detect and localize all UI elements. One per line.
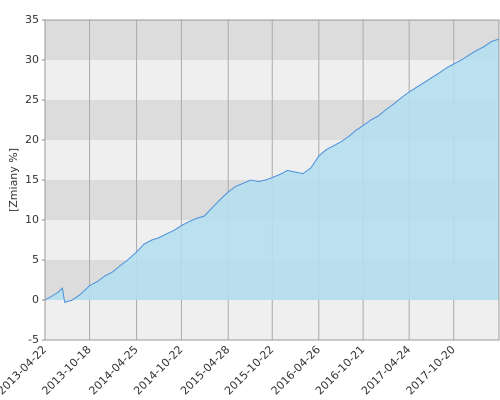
plot-border	[44, 19, 500, 341]
y-tick-label: 25	[25, 93, 39, 106]
area-fill	[45, 39, 499, 303]
y-tick-label: 35	[25, 13, 39, 26]
y-tick-label: 5	[32, 253, 39, 266]
y-tick-label: 10	[25, 213, 39, 226]
y-tick-label: 30	[25, 53, 39, 66]
y-tick-label: -5	[28, 333, 39, 346]
area-line	[44, 38, 499, 304]
y-axis-label: [Zmiany %]	[7, 148, 20, 212]
y-tick-label: 0	[32, 293, 39, 306]
y-tick-label: 15	[25, 173, 39, 186]
y-tick-label: 20	[25, 133, 39, 146]
